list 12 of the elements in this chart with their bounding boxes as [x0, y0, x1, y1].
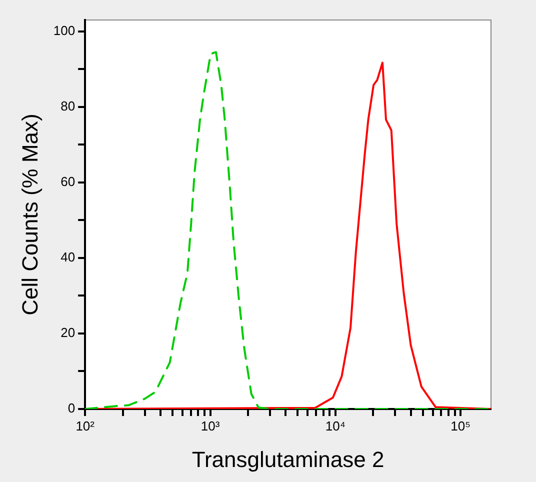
x-tick-label: 10⁵ — [450, 418, 471, 434]
y-tick-label: 40 — [60, 250, 76, 265]
y-tick-label: 0 — [68, 400, 76, 416]
y-tick-label: 80 — [60, 98, 76, 114]
x-axis-title: Transglutaminase 2 — [192, 446, 384, 472]
x-tick-label: 10² — [76, 418, 96, 434]
y-tick-label: 20 — [60, 325, 76, 340]
y-tick-label: 100 — [53, 22, 76, 38]
y-tick-label: 60 — [60, 174, 76, 189]
x-tick-label: 10⁴ — [325, 418, 346, 434]
y-axis-title: Cell Counts (% Max) — [17, 114, 42, 316]
x-tick-label: 10³ — [200, 418, 220, 434]
